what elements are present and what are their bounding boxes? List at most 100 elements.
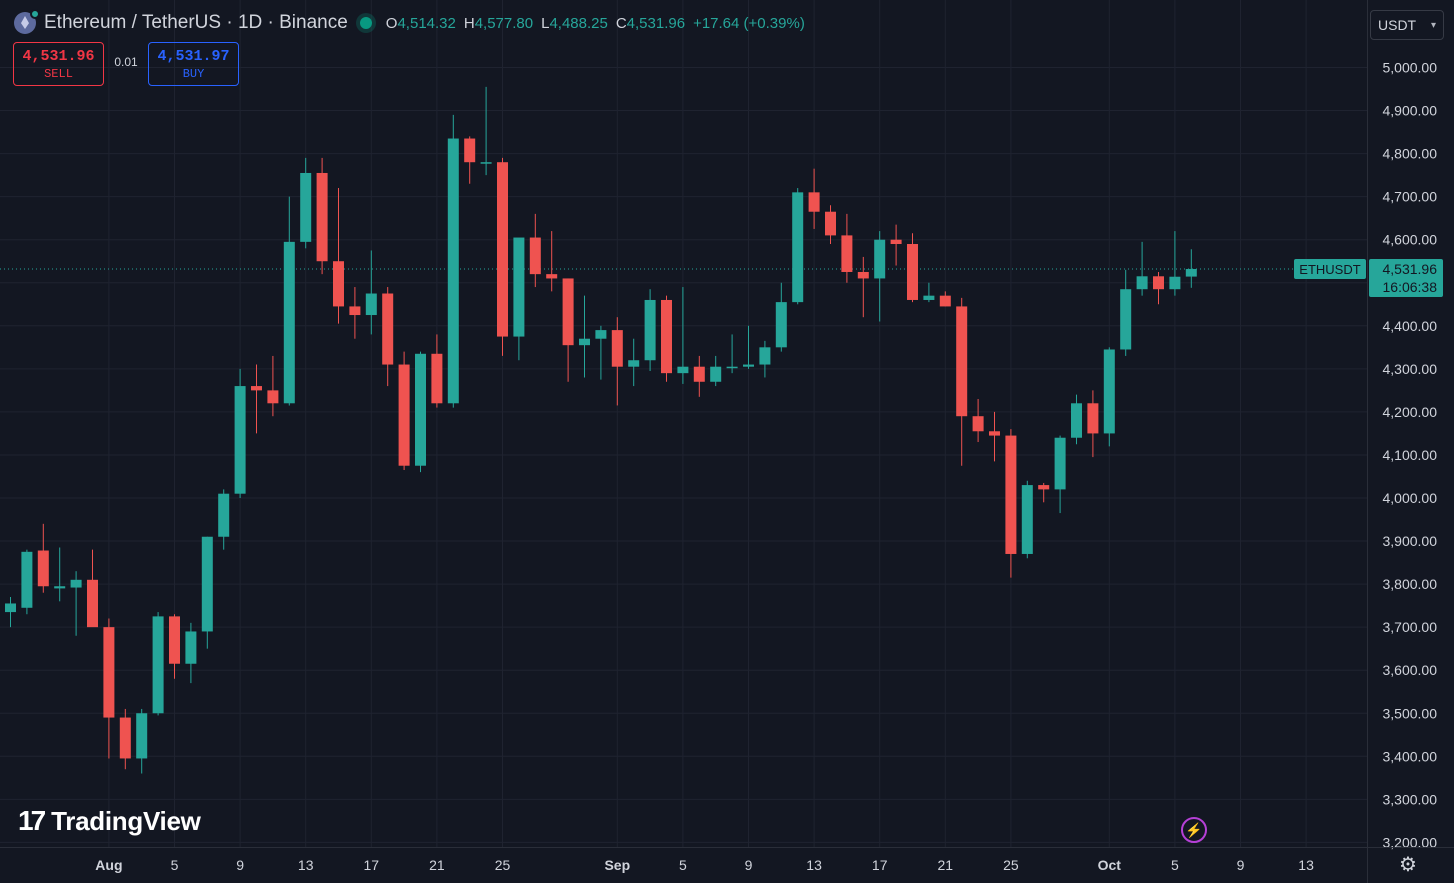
candle[interactable] [890, 224, 902, 266]
candle[interactable] [923, 282, 935, 303]
currency-selector[interactable]: USDT ▾ [1370, 10, 1444, 40]
candle[interactable] [677, 287, 689, 384]
candle[interactable] [989, 411, 1000, 462]
candle[interactable] [185, 622, 197, 684]
candle[interactable] [546, 231, 558, 292]
candle[interactable] [562, 278, 574, 382]
symbol-title[interactable]: Ethereum / TetherUS · 1D · Binance [44, 12, 348, 33]
candle[interactable] [874, 231, 886, 322]
candle[interactable] [1087, 390, 1099, 458]
candle[interactable] [398, 351, 410, 471]
candle[interactable] [808, 168, 820, 229]
candle[interactable] [1005, 429, 1017, 578]
settings-icon[interactable]: ⚙ [1399, 854, 1417, 876]
candle[interactable] [644, 289, 656, 372]
candle[interactable] [595, 325, 607, 380]
candle[interactable] [169, 614, 180, 679]
candle[interactable] [1054, 435, 1066, 514]
candle[interactable] [37, 523, 49, 593]
candle[interactable] [333, 188, 344, 324]
candle[interactable] [1103, 347, 1115, 447]
candle[interactable] [759, 340, 771, 378]
candle[interactable] [956, 297, 968, 466]
candle-body-up [1021, 485, 1033, 554]
candle[interactable] [152, 612, 164, 716]
buy-button[interactable]: 4,531.97 BUY [148, 42, 239, 86]
candle[interactable] [710, 355, 722, 387]
candle[interactable] [693, 355, 705, 397]
candle-body-up [480, 162, 492, 164]
x-axis-tick-label: 25 [1003, 857, 1019, 873]
candle-body-down [989, 431, 1000, 436]
candle[interactable] [775, 282, 787, 352]
candle[interactable] [349, 287, 361, 339]
tradingview-logo[interactable]: 17 TradingView [18, 805, 201, 837]
candle[interactable] [480, 86, 492, 176]
candle-body-down [529, 237, 541, 275]
sell-button[interactable]: 4,531.96 SELL [13, 42, 104, 86]
candle[interactable] [136, 708, 148, 774]
y-axis-tick-label: 3,900.00 [1383, 533, 1438, 549]
candle[interactable] [464, 136, 476, 184]
candle[interactable] [1185, 249, 1197, 288]
candle[interactable] [857, 256, 869, 318]
candle[interactable] [54, 547, 66, 602]
candle[interactable] [283, 196, 295, 406]
candle[interactable] [579, 295, 590, 378]
candle[interactable] [431, 334, 443, 408]
candle[interactable] [316, 157, 328, 275]
candle-body-up [628, 360, 640, 367]
candle-body-down [808, 192, 820, 212]
x-axis-tick-label: 17 [364, 857, 380, 873]
candle[interactable] [5, 597, 16, 628]
candle[interactable] [497, 157, 508, 356]
candle[interactable] [628, 338, 640, 387]
candle[interactable] [1136, 241, 1148, 296]
candle[interactable] [21, 549, 33, 615]
candle[interactable] [529, 213, 541, 288]
candle[interactable] [972, 398, 984, 443]
candle[interactable] [1038, 482, 1050, 503]
candle[interactable] [1071, 394, 1082, 445]
candle[interactable] [87, 549, 98, 628]
x-axis-tick-label: 25 [495, 857, 511, 873]
candle[interactable] [907, 233, 918, 303]
candle[interactable] [611, 317, 623, 406]
candle[interactable] [267, 355, 279, 417]
candle-body-up [1185, 268, 1197, 277]
candle[interactable] [218, 489, 230, 550]
lightning-icon[interactable]: ⚡ [1181, 817, 1207, 843]
x-axis-tick-label: 5 [171, 857, 179, 873]
candle[interactable] [726, 334, 738, 374]
candle[interactable] [447, 114, 459, 408]
y-axis-tick-label: 3,500.00 [1383, 705, 1438, 721]
candle[interactable] [415, 351, 426, 473]
candle[interactable] [103, 618, 115, 759]
candle[interactable] [513, 237, 525, 361]
candle[interactable] [743, 325, 754, 369]
open-label: O [385, 14, 398, 32]
candle[interactable] [1169, 231, 1181, 296]
candle-body-up [644, 299, 656, 361]
candle[interactable] [70, 571, 82, 636]
x-axis-tick-label: 13 [806, 857, 822, 873]
candle[interactable] [251, 364, 262, 434]
candle-body-up [21, 551, 33, 608]
candle[interactable] [365, 250, 377, 335]
candle[interactable] [939, 291, 951, 307]
candle-body-down [267, 390, 279, 404]
candle[interactable] [382, 287, 394, 387]
candle[interactable] [841, 213, 853, 283]
candle[interactable] [1120, 269, 1132, 356]
candle[interactable] [792, 188, 804, 305]
candle[interactable] [825, 205, 836, 245]
candle[interactable] [1153, 271, 1164, 305]
candle[interactable] [201, 536, 213, 649]
candle[interactable] [300, 157, 312, 249]
candle-body-down [956, 306, 968, 417]
candle[interactable] [661, 295, 672, 382]
candle[interactable] [234, 368, 246, 498]
candle[interactable] [1021, 480, 1033, 559]
candle[interactable] [119, 708, 131, 770]
